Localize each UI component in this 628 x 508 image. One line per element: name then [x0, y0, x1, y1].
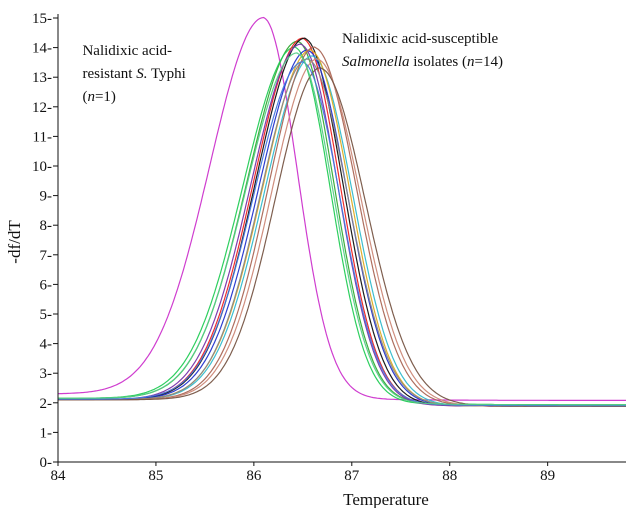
annotation-2-segment-2-1: Salmonella — [342, 54, 410, 70]
y-axis-title: -df/dT — [5, 220, 24, 264]
y-tick-label-12: 12- — [32, 100, 52, 116]
x-tick-label-84: 84 — [51, 468, 67, 484]
y-tick-label-2: 2- — [40, 396, 53, 412]
curve-series-14 — [58, 61, 626, 407]
annotation-1-line-2: resistant S. Typhi — [82, 66, 185, 82]
y-tick-label-5: 5- — [40, 307, 53, 323]
axes-group — [57, 14, 626, 463]
y-tick-label-13: 13- — [32, 70, 52, 86]
x-tick-label-89: 89 — [540, 468, 555, 484]
curve-series-4 — [58, 37, 626, 407]
curve-series-5 — [58, 37, 626, 407]
x-axis-title: Temperature — [343, 490, 429, 508]
curve-series-1 — [57, 16, 626, 401]
annotation-2-segment-1-1: Nalidixic acid-susceptible — [342, 31, 499, 47]
y-tick-label-6: 6- — [40, 277, 53, 293]
y-tick-label-14: 14- — [32, 41, 52, 57]
annotation-1-line-1: Nalidixic acid- — [82, 43, 172, 59]
x-tick-label-88: 88 — [442, 468, 457, 484]
y-tick-label-15: 15- — [32, 11, 52, 27]
annotation-1-line-3: (n=1) — [82, 89, 115, 105]
y-tick-label-3: 3- — [40, 366, 53, 382]
y-tick-label-9: 9- — [40, 189, 53, 205]
annotation-1-segment-3-1: ( — [82, 89, 87, 105]
y-tick-label-7: 7- — [40, 248, 53, 264]
curve-series-3 — [58, 46, 626, 406]
y-tick-label-11: 11- — [33, 129, 52, 145]
curve-series-2 — [57, 40, 626, 406]
curve-group — [57, 16, 626, 407]
x-tick-label-86: 86 — [246, 468, 262, 484]
annotation-2-line-2: Salmonella isolates (n=14) — [342, 54, 503, 70]
annotation-1-segment-2-2: S. — [136, 66, 147, 82]
y-tick-label-10: 10- — [32, 159, 52, 175]
annotation-1-segment-2-3: Typhi — [147, 66, 185, 82]
x-tick-label-87: 87 — [344, 468, 360, 484]
annotation-1-segment-1-1: Nalidixic acid- — [82, 43, 172, 59]
annotation-2-line-1: Nalidixic acid-susceptible — [342, 31, 499, 47]
tick-group: 0- 1- 2- 3- 4- 5- 6- 7- 8- 9- 10- 11- 12- 13- 14- 15- 84… — [32, 11, 555, 484]
x-tick-label-85: 85 — [148, 468, 163, 484]
y-tick-label-1: 1- — [40, 425, 53, 441]
annotation-group: Nalidixic acid-resistant S. Typhi(n=1)Na… — [82, 31, 502, 105]
annotation-2-segment-2-4: =14) — [475, 54, 503, 70]
curve-series-7 — [58, 43, 626, 407]
y-tick-label-0: 0- — [40, 455, 53, 471]
curve-series-15 — [57, 52, 626, 406]
annotation-1-segment-3-3: =1) — [95, 89, 116, 105]
annotation-2-segment-2-2: isolates ( — [410, 54, 468, 70]
annotation-2-segment-2-3: n — [467, 54, 475, 70]
annotation-1-segment-2-1: resistant — [82, 66, 136, 82]
y-tick-label-4: 4- — [40, 337, 53, 353]
y-tick-label-8: 8- — [40, 218, 53, 234]
annotation-1-segment-3-2: n — [87, 89, 95, 105]
curve-series-11 — [58, 46, 626, 407]
